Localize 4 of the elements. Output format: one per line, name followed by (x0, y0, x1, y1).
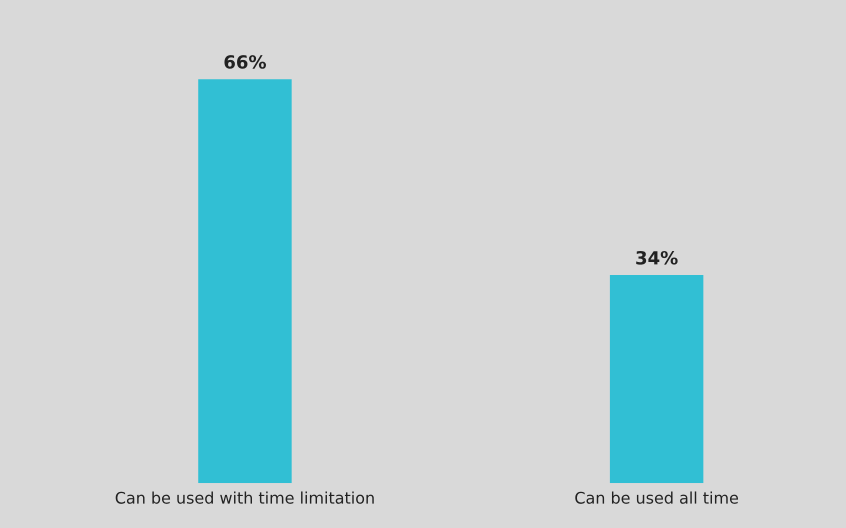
x-tick-label: Can be used all time (575, 491, 738, 504)
x-tick-label: Can be used with time limitation (116, 491, 374, 504)
data-label: 66% (224, 55, 266, 69)
data-label: 34% (636, 250, 678, 265)
